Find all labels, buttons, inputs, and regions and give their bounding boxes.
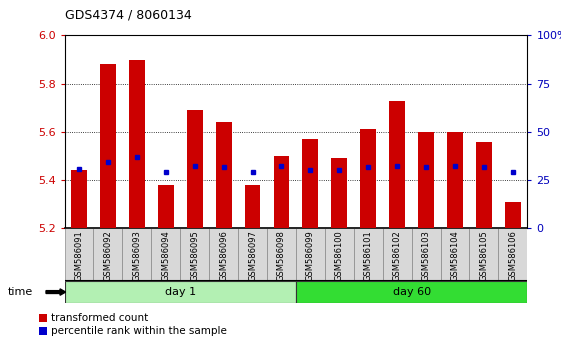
Text: GSM586101: GSM586101	[364, 230, 373, 281]
Text: GSM586103: GSM586103	[422, 230, 431, 281]
Text: GSM586094: GSM586094	[161, 230, 170, 281]
Bar	[440, 228, 470, 281]
Bar	[389, 101, 405, 228]
Bar	[274, 156, 289, 228]
Bar	[129, 59, 145, 228]
Bar	[505, 202, 521, 228]
Bar	[187, 110, 203, 228]
Bar	[325, 228, 354, 281]
Legend: transformed count, percentile rank within the sample: transformed count, percentile rank withi…	[39, 313, 227, 336]
Bar	[412, 228, 440, 281]
Text: GSM586097: GSM586097	[248, 230, 257, 281]
Text: GSM586099: GSM586099	[306, 230, 315, 281]
Bar	[158, 185, 174, 228]
Text: GSM586091: GSM586091	[75, 230, 84, 281]
Bar	[71, 170, 87, 228]
Bar	[180, 228, 209, 281]
Text: GSM586092: GSM586092	[103, 230, 112, 281]
Bar	[100, 64, 116, 228]
Bar	[302, 139, 318, 228]
Bar	[65, 228, 94, 281]
Text: GSM586100: GSM586100	[335, 230, 344, 281]
Bar	[447, 132, 463, 228]
Text: GSM586095: GSM586095	[190, 230, 199, 281]
Text: GSM586106: GSM586106	[508, 230, 517, 281]
Bar	[94, 228, 122, 281]
Bar	[296, 281, 527, 303]
Text: day 60: day 60	[393, 287, 431, 297]
Bar	[418, 132, 434, 228]
Bar	[332, 158, 347, 228]
Bar	[209, 228, 238, 281]
Bar	[476, 142, 492, 228]
Text: GSM586104: GSM586104	[450, 230, 459, 281]
Text: time: time	[7, 287, 33, 297]
Text: GSM586102: GSM586102	[393, 230, 402, 281]
Bar	[65, 281, 296, 303]
Bar	[151, 228, 180, 281]
Text: GSM586105: GSM586105	[480, 230, 489, 281]
Bar	[470, 228, 498, 281]
Bar	[383, 228, 412, 281]
Bar	[498, 228, 527, 281]
Text: day 1: day 1	[165, 287, 196, 297]
Bar	[122, 228, 151, 281]
Text: GDS4374 / 8060134: GDS4374 / 8060134	[65, 9, 191, 22]
Text: GSM586096: GSM586096	[219, 230, 228, 281]
Bar	[245, 185, 260, 228]
Bar	[296, 228, 325, 281]
Bar	[238, 228, 267, 281]
Bar	[215, 122, 232, 228]
Text: GSM586093: GSM586093	[132, 230, 141, 281]
Bar	[354, 228, 383, 281]
Bar	[360, 130, 376, 228]
Text: GSM586098: GSM586098	[277, 230, 286, 281]
Bar	[267, 228, 296, 281]
